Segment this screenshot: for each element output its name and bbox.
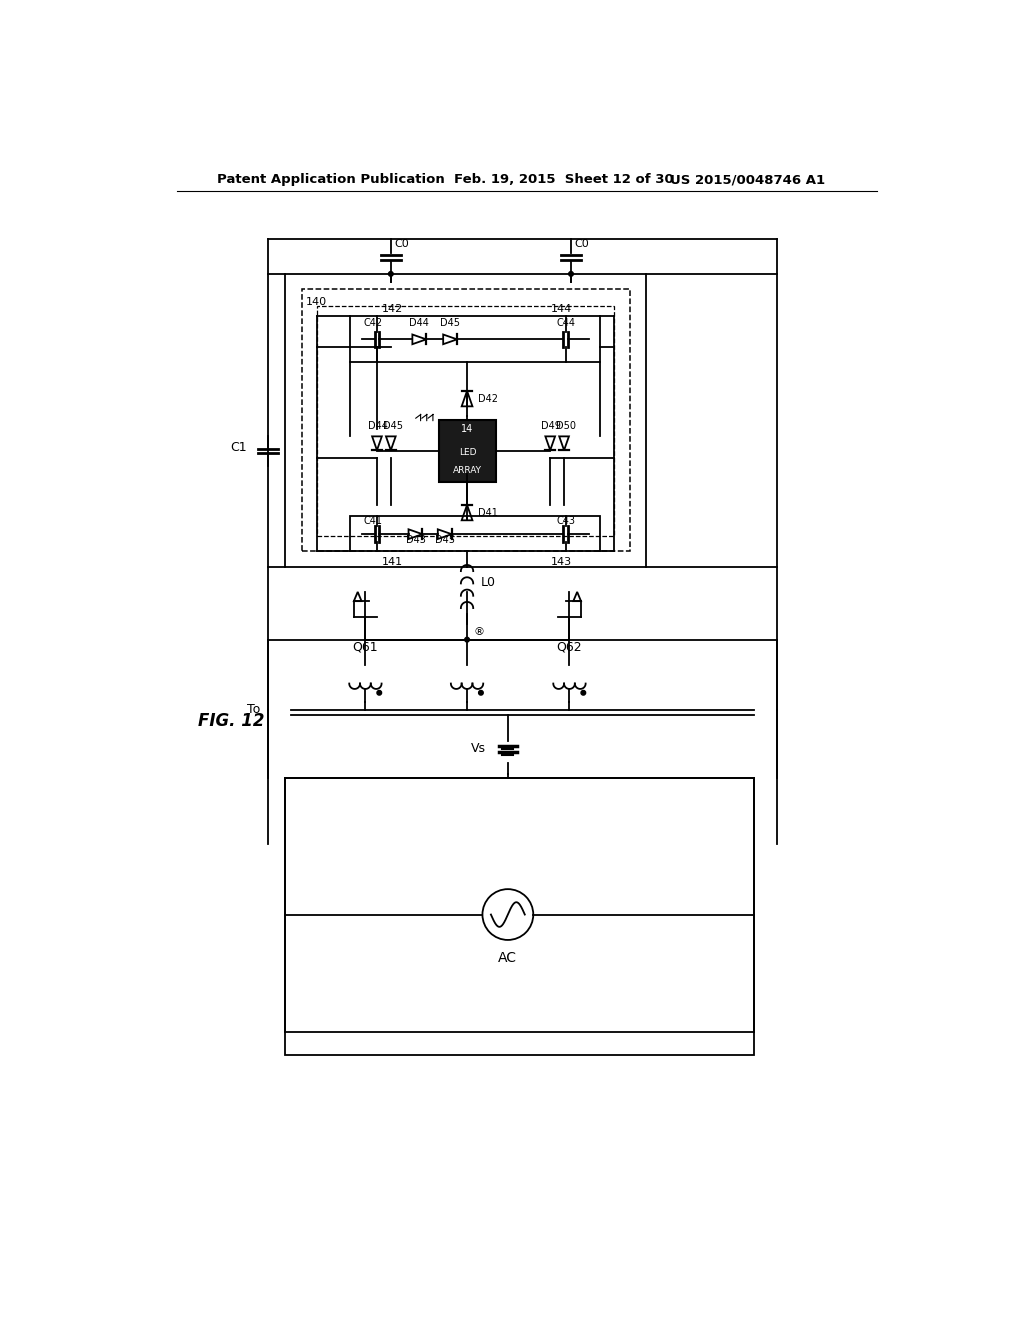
Text: C43: C43	[556, 516, 575, 527]
Bar	[285, 779, 755, 1056]
Text: D50: D50	[556, 421, 577, 432]
Text: C42: C42	[364, 318, 383, 329]
Polygon shape	[559, 437, 569, 450]
Text: To: To	[247, 702, 260, 715]
Polygon shape	[413, 334, 426, 345]
Text: D43: D43	[406, 536, 425, 545]
Text: LED: LED	[459, 447, 476, 457]
Text: Vs: Vs	[471, 742, 486, 755]
Polygon shape	[573, 591, 581, 601]
Bar	[301, 289, 630, 552]
Polygon shape	[354, 591, 361, 601]
Polygon shape	[438, 529, 452, 539]
Text: 143: 143	[551, 557, 572, 568]
Text: L0: L0	[481, 576, 496, 589]
Text: D45: D45	[435, 536, 455, 545]
Text: ARRAY: ARRAY	[453, 466, 482, 475]
Text: 14: 14	[461, 424, 473, 434]
Polygon shape	[546, 437, 555, 450]
Text: D45: D45	[383, 421, 403, 432]
Text: AC: AC	[499, 952, 517, 965]
Text: ®: ®	[473, 627, 484, 638]
Text: C1: C1	[230, 441, 247, 454]
Circle shape	[568, 272, 573, 276]
Bar	[285, 275, 646, 566]
Circle shape	[377, 690, 382, 696]
Text: US 2015/0048746 A1: US 2015/0048746 A1	[670, 173, 824, 186]
Text: Q62: Q62	[557, 640, 583, 653]
Text: Feb. 19, 2015  Sheet 12 of 30: Feb. 19, 2015 Sheet 12 of 30	[454, 173, 674, 186]
Text: D44: D44	[410, 318, 429, 329]
Text: C0: C0	[574, 239, 590, 249]
Circle shape	[581, 690, 586, 696]
Text: C41: C41	[364, 516, 383, 527]
Text: D45: D45	[440, 318, 460, 329]
Text: D42: D42	[478, 393, 498, 404]
Polygon shape	[409, 529, 422, 539]
Text: D49: D49	[541, 421, 561, 432]
Text: C44: C44	[556, 318, 575, 329]
Circle shape	[465, 638, 469, 642]
Text: 142: 142	[382, 305, 403, 314]
Polygon shape	[462, 506, 472, 520]
Bar	[350, 317, 600, 363]
Text: FIG. 12: FIG. 12	[199, 711, 265, 730]
Polygon shape	[386, 437, 395, 450]
Polygon shape	[462, 391, 472, 407]
Polygon shape	[372, 437, 382, 450]
Circle shape	[478, 690, 483, 696]
Bar	[316, 306, 614, 536]
Text: 144: 144	[551, 305, 572, 314]
Text: Q61: Q61	[352, 640, 378, 653]
Text: 141: 141	[382, 557, 402, 568]
Bar	[350, 516, 600, 552]
Text: Patent Application Publication: Patent Application Publication	[217, 173, 444, 186]
Text: 140: 140	[305, 297, 327, 306]
Text: D41: D41	[478, 508, 498, 517]
Circle shape	[388, 272, 393, 276]
Polygon shape	[443, 334, 457, 345]
Text: C0: C0	[394, 239, 410, 249]
Text: D44: D44	[368, 421, 388, 432]
Bar	[438, 420, 497, 482]
